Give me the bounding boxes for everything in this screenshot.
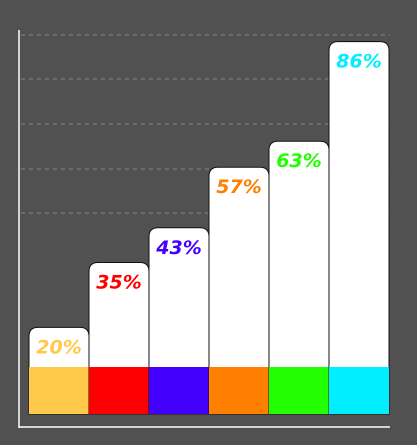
bar: 20% (28, 326, 90, 415)
bar-color-strip (209, 367, 269, 414)
bar-data-label: 86% (336, 51, 381, 73)
bar-data-label: 57% (216, 176, 261, 198)
bar-color-strip (149, 367, 209, 414)
bar-data-label: 43% (155, 237, 201, 259)
bar: 86% (328, 41, 390, 415)
bar-data-label: 20% (36, 336, 81, 358)
bar-color-strip (89, 367, 149, 414)
bar: 43% (148, 227, 210, 415)
bar-color-strip (29, 367, 89, 414)
bar: 63% (268, 140, 330, 415)
bars: 20% 35% 43% 57% 63% 86% (28, 41, 390, 415)
bar: 57% (208, 166, 270, 415)
bar-data-label: 63% (276, 150, 321, 172)
bar-data-label: 35% (96, 271, 141, 293)
bar-color-strip (329, 367, 389, 414)
bar: 35% (88, 261, 150, 415)
bar-body (328, 41, 390, 415)
bar-color-strip (269, 367, 329, 414)
